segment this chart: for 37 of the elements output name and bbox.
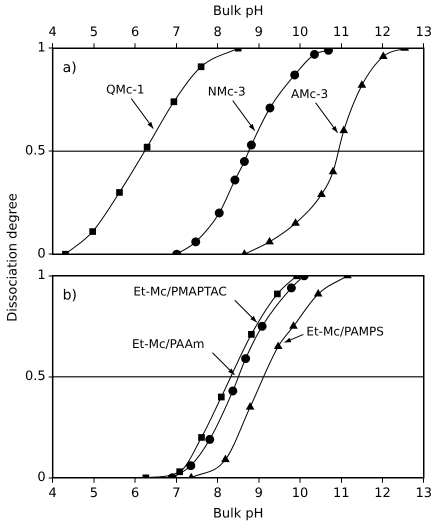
y-axis-title: Dissociation degree	[6, 192, 20, 322]
x-tick-label: 8	[213, 486, 222, 501]
x-tick-label: 7	[172, 486, 180, 501]
x-tick-label: 9	[254, 486, 263, 501]
x-tick-label: 8	[213, 24, 222, 40]
x-tick-label: 7	[172, 24, 180, 40]
y-tick-label: 0.5	[24, 144, 46, 159]
x-tick-label: 12	[374, 486, 391, 501]
x-tick-label: 5	[90, 486, 98, 501]
x-axis-title: Bulk pH	[212, 4, 264, 20]
annotation: Et-Mc/PAMPS	[306, 324, 384, 339]
annotation: b)	[62, 287, 78, 304]
x-tick-label: 4	[48, 486, 57, 501]
x-tick-label: 12	[374, 24, 391, 40]
y-tick-label: 0.5	[24, 369, 46, 384]
x-tick-label: 11	[333, 24, 350, 40]
annotation: Et-Mc/PMAPTAC	[133, 284, 227, 298]
annotation: QMc-1	[106, 82, 144, 97]
x-tick-label: 10	[292, 24, 308, 40]
x-tick-label: 9	[254, 24, 263, 40]
y-tick-label: 1	[37, 268, 46, 284]
x-tick-label: 4	[48, 24, 57, 40]
annotation: Et-Mc/PAAm	[132, 336, 204, 351]
x-tick-label: 10	[292, 486, 308, 501]
x-tick-label: 6	[130, 486, 140, 501]
annotation: NMc-3	[208, 84, 246, 99]
x-tick-label: 13	[415, 486, 432, 501]
x-tick-label: 6	[130, 24, 140, 40]
x-tick-label: 11	[333, 486, 350, 501]
x-axis-title: Bulk pH	[212, 506, 264, 522]
annotation: AMc-3	[291, 86, 328, 101]
y-tick-label: 1	[37, 40, 46, 56]
y-tick-label: 0	[37, 246, 46, 262]
x-tick-label: 13	[415, 24, 432, 40]
x-tick-label: 5	[90, 24, 98, 40]
y-tick-label: 0	[37, 470, 46, 486]
annotation: a)	[62, 60, 77, 76]
